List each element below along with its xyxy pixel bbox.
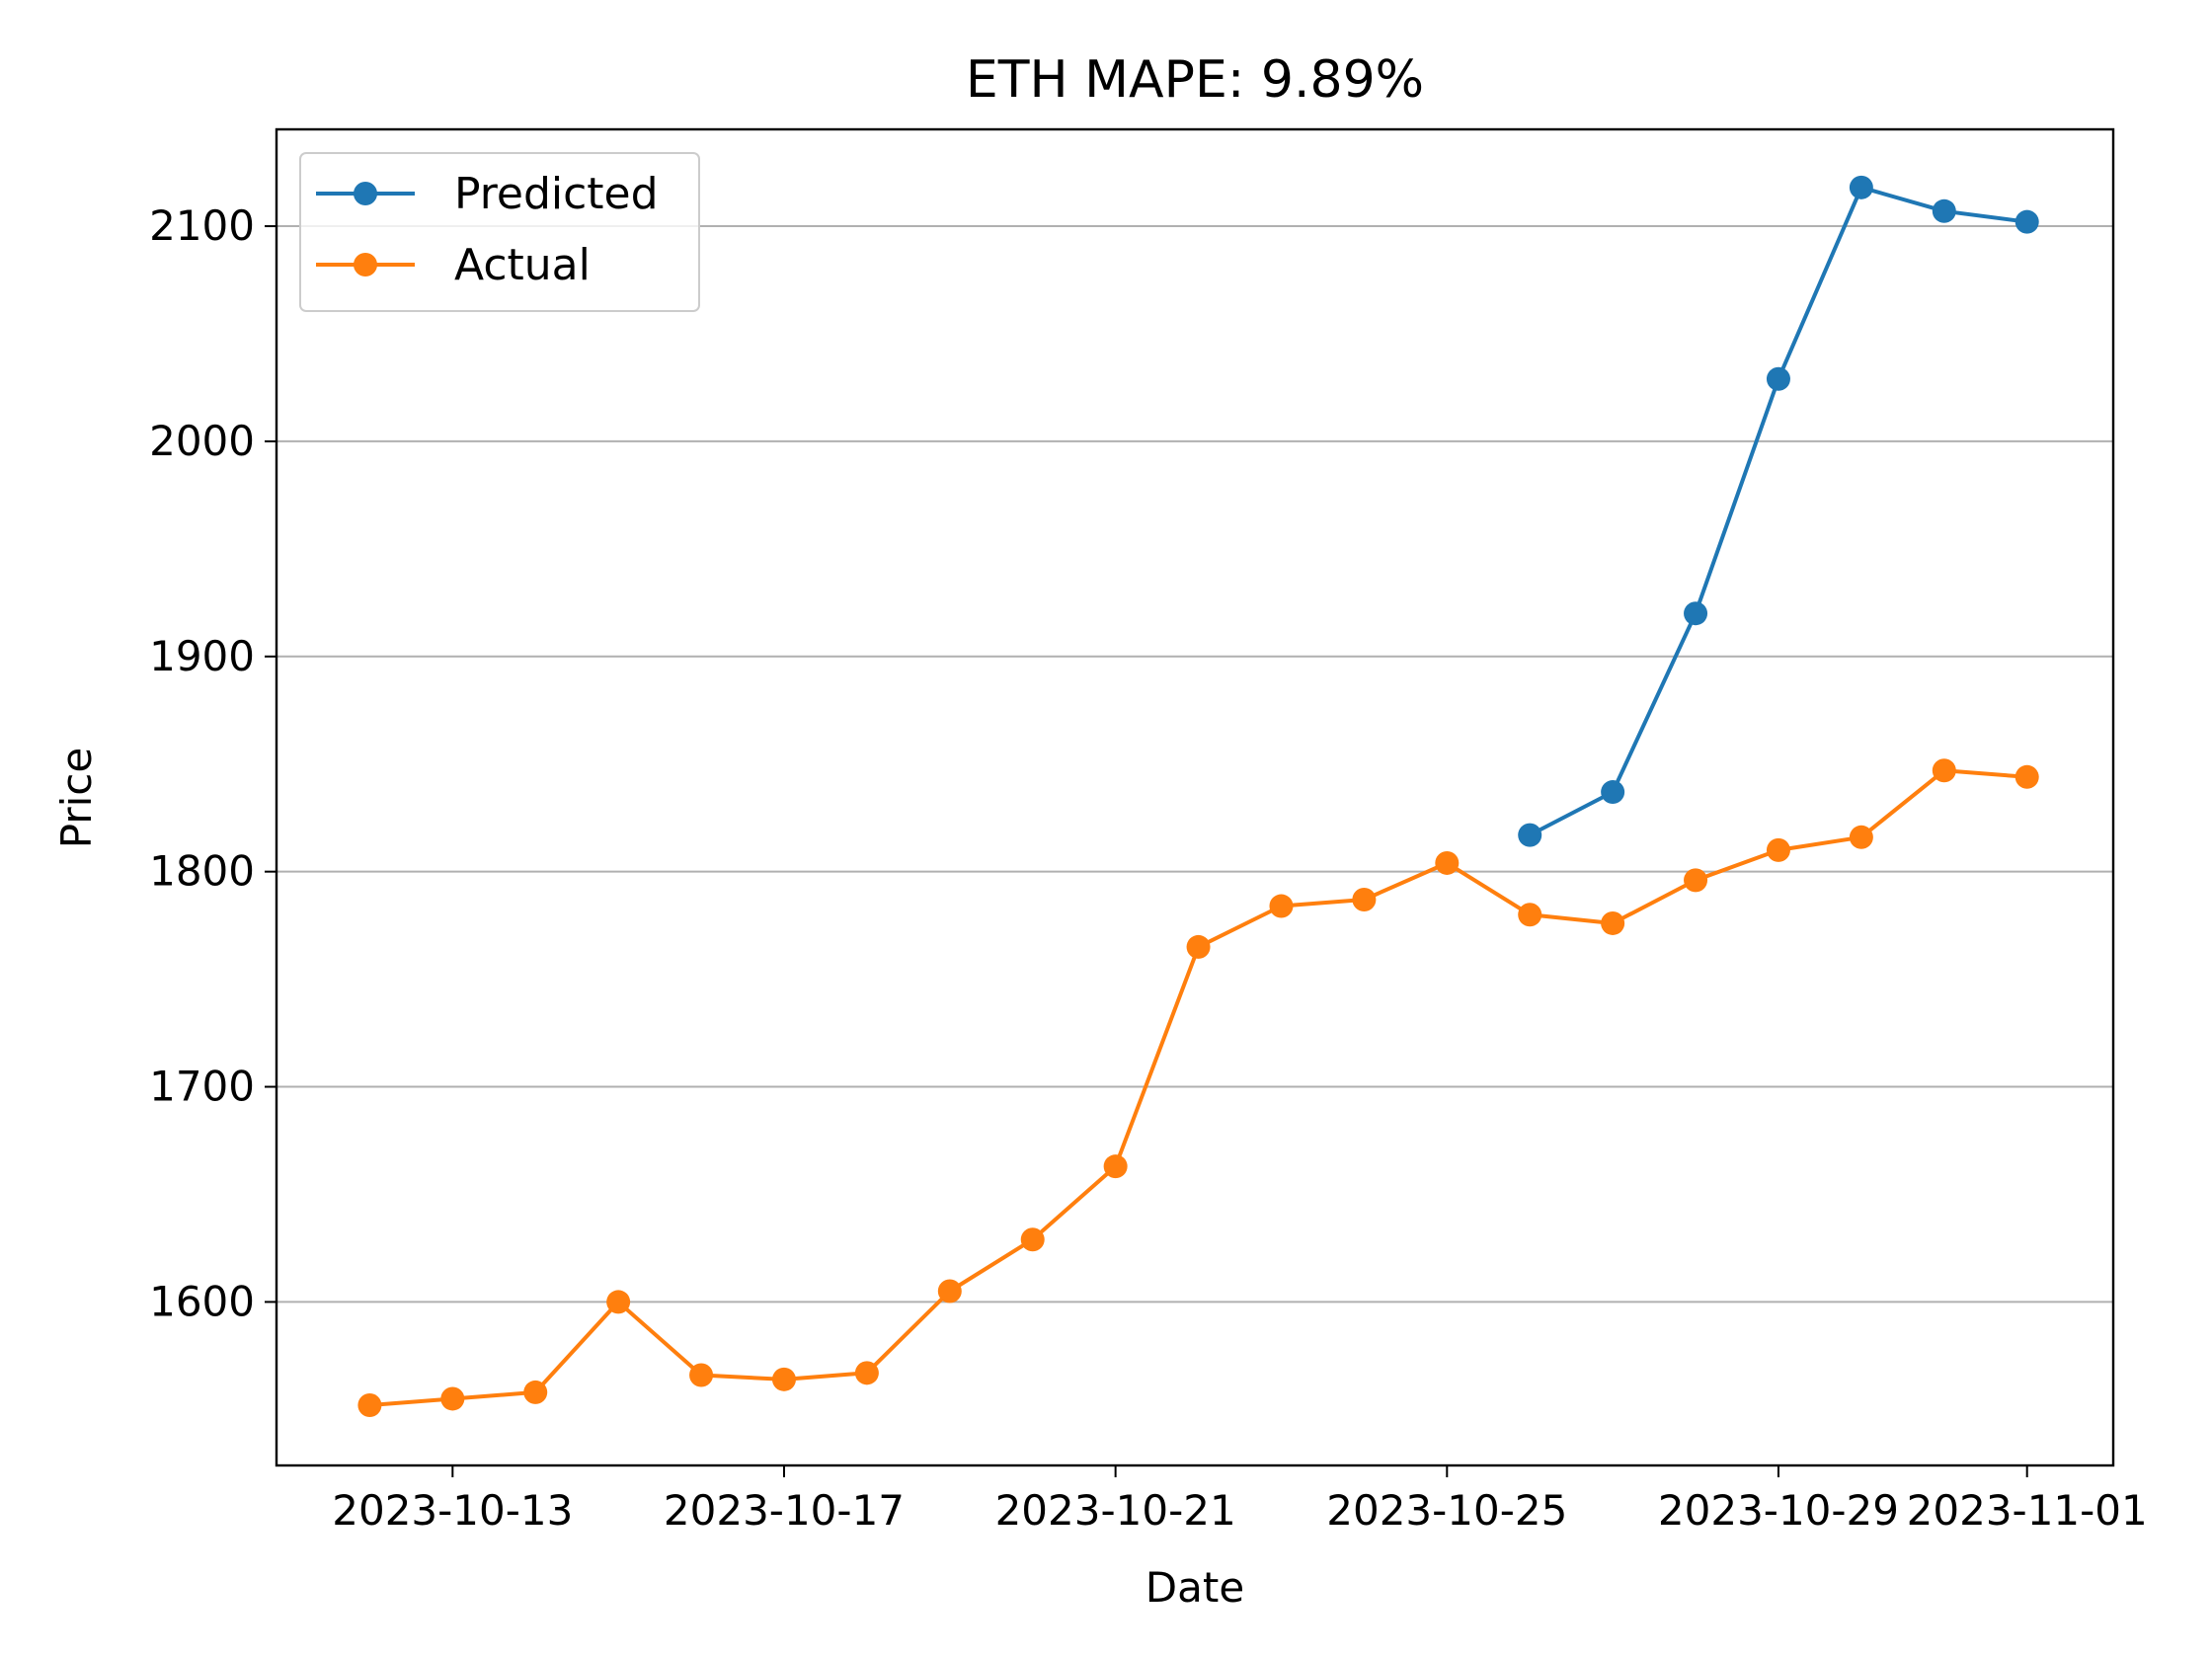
x-tick-label: 2023-10-25	[1326, 1486, 1567, 1535]
series-group	[357, 175, 2039, 1417]
x-tick-label: 2023-10-13	[332, 1486, 573, 1535]
y-tick-label: 1900	[149, 632, 255, 680]
data-point-predicted	[2014, 209, 2039, 234]
data-point-actual	[1684, 868, 1708, 893]
data-point-actual	[606, 1290, 631, 1314]
series-actual	[357, 758, 2039, 1417]
y-tick-label: 2000	[149, 417, 255, 465]
data-point-actual	[1020, 1227, 1045, 1252]
y-tick-label: 2100	[149, 201, 255, 250]
y-axis-label: Price	[52, 748, 101, 848]
data-point-actual	[1849, 825, 1873, 849]
x-tick-label: 2023-10-17	[664, 1486, 905, 1535]
data-point-actual	[1435, 850, 1460, 875]
data-point-actual	[937, 1279, 962, 1304]
x-axis: 2023-10-13 2023-10-17 2023-10-21 2023-10-25…	[332, 1465, 2148, 1535]
data-point-actual	[689, 1363, 714, 1387]
data-point-actual	[2014, 764, 2039, 789]
data-point-actual	[1766, 837, 1790, 862]
data-point-predicted	[1684, 601, 1708, 626]
y-tick-label: 1800	[149, 847, 255, 896]
chart-title: ETH MAPE: 9.89%	[966, 50, 1424, 110]
x-tick-label: 2023-11-01	[1907, 1486, 2148, 1535]
data-point-actual	[1269, 894, 1294, 918]
data-point-actual	[523, 1380, 548, 1404]
series-predicted	[1518, 175, 2039, 847]
legend: Predicted Actual	[299, 152, 700, 312]
data-point-actual	[771, 1367, 796, 1391]
legend-marker-predicted	[354, 182, 377, 205]
y-tick-label: 1700	[149, 1063, 255, 1111]
data-point-predicted	[1518, 823, 1542, 847]
data-point-predicted	[1932, 198, 1956, 223]
data-point-actual	[1186, 934, 1211, 959]
gridlines	[276, 225, 2113, 1304]
data-point-actual	[854, 1361, 879, 1385]
data-point-actual	[1352, 887, 1377, 911]
data-point-actual	[1518, 903, 1542, 927]
data-point-actual	[1103, 1154, 1128, 1179]
x-axis-label: Date	[1146, 1563, 1244, 1612]
legend-marker-actual	[354, 253, 377, 276]
legend-label-actual: Actual	[454, 240, 591, 290]
data-point-actual	[357, 1392, 382, 1417]
data-point-predicted	[1849, 175, 1873, 199]
data-point-actual	[440, 1386, 465, 1411]
data-point-predicted	[1766, 366, 1790, 391]
data-point-predicted	[1601, 780, 1625, 805]
data-point-actual	[1932, 758, 1956, 783]
legend-label-predicted: Predicted	[454, 169, 659, 219]
plot-area-frame	[275, 127, 2115, 1467]
data-point-actual	[1601, 910, 1625, 935]
x-tick-label: 2023-10-29	[1658, 1486, 1899, 1535]
x-tick-label: 2023-10-21	[995, 1486, 1236, 1535]
y-tick-label: 1600	[149, 1277, 255, 1325]
y-axis: 1600 1700 1800 1900 2000 2100	[149, 201, 276, 1325]
